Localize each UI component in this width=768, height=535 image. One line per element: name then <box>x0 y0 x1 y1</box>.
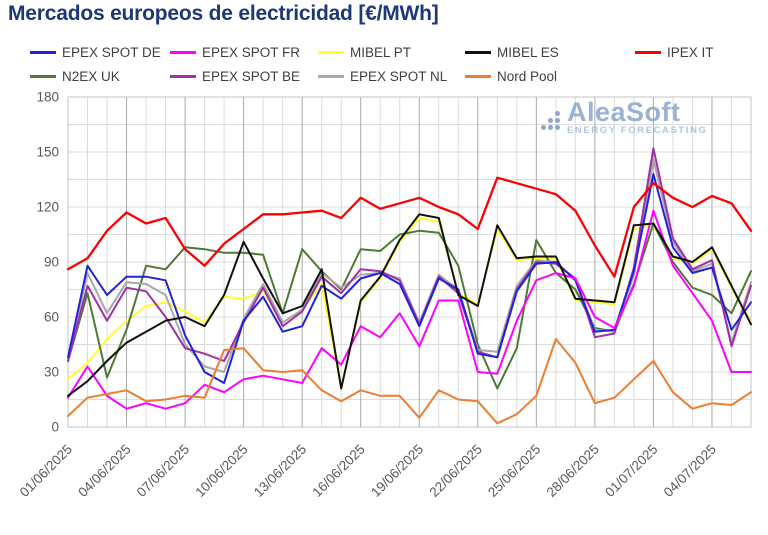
aleasoft-logo: AleaSoft ENERGY FORECASTING <box>541 99 708 136</box>
legend-swatch <box>30 50 56 54</box>
series-line-mibel-pt <box>67 217 752 390</box>
x-axis-tick-label: 25/06/2025 <box>485 442 543 500</box>
series-line-epex-spot-nl <box>67 158 752 373</box>
legend-swatch <box>635 50 661 54</box>
legend-item-n2ex-uk: N2EX UK <box>30 68 120 84</box>
series-line-ipex-it <box>66 176 753 278</box>
x-axis-tick-label: 16/06/2025 <box>309 442 367 500</box>
legend-label: EPEX SPOT BE <box>202 68 301 84</box>
legend-label: MIBEL PT <box>350 44 412 60</box>
y-axis-tick-label: 120 <box>36 200 59 215</box>
x-axis-tick-label: 28/06/2025 <box>544 442 602 500</box>
x-axis-tick-label: 19/06/2025 <box>368 442 426 500</box>
y-axis-tick-label: 90 <box>44 255 59 270</box>
legend-swatch <box>465 74 491 78</box>
x-axis-tick-label: 01/07/2025 <box>602 442 660 500</box>
legend-label: IPEX IT <box>667 44 714 60</box>
series-line-epex-spot-fr <box>67 209 752 410</box>
legend-label: N2EX UK <box>62 68 120 84</box>
legend-label: Nord Pool <box>497 68 558 84</box>
series-line-epex-spot-de <box>67 173 752 384</box>
x-axis-tick-label: 04/06/2025 <box>75 442 133 500</box>
legend-swatch <box>170 50 196 54</box>
chart-legend: EPEX SPOT DE EPEX SPOT FR MIBEL PT MIBEL ES… <box>0 0 768 90</box>
legend-label: EPEX SPOT DE <box>62 44 161 60</box>
y-axis-tick-label: 0 <box>51 420 59 435</box>
legend-swatch <box>30 74 56 78</box>
chart-title: Mercados europeos de electricidad [€/MWh… <box>8 2 439 25</box>
y-axis-tick-label: 180 <box>36 90 59 105</box>
aleasoft-dots-icon <box>541 109 562 130</box>
legend-label: MIBEL ES <box>497 44 559 60</box>
series-line-nord-pool <box>67 338 752 425</box>
legend-item-mibel-pt: MIBEL PT <box>318 44 411 60</box>
x-axis-tick-label: 04/07/2025 <box>661 442 719 500</box>
aleasoft-logo-subtitle: ENERGY FORECASTING <box>567 125 708 136</box>
x-axis-tick-label: 13/06/2025 <box>251 442 309 500</box>
aleasoft-logo-text: AleaSoft <box>567 97 681 127</box>
legend-item-epex-spot-nl: EPEX SPOT NL <box>318 68 447 84</box>
plot-border <box>67 96 752 428</box>
legend-item-ipex-it: IPEX IT <box>635 44 714 60</box>
x-axis-tick-label: 22/06/2025 <box>427 442 485 500</box>
legend-item-nord-pool: Nord Pool <box>465 68 557 84</box>
y-axis-tick-label: 60 <box>44 310 59 325</box>
x-axis-tick-label: 07/06/2025 <box>134 442 192 500</box>
legend-label: EPEX SPOT FR <box>202 44 301 60</box>
legend-swatch <box>465 50 491 54</box>
legend-swatch <box>318 74 344 78</box>
legend-swatch <box>318 50 344 54</box>
series-line-mibel-es <box>67 213 752 397</box>
legend-item-mibel-es: MIBEL ES <box>465 44 559 60</box>
series-line-epex-spot-be <box>67 147 752 362</box>
x-axis-tick-label: 10/06/2025 <box>192 442 250 500</box>
y-axis-tick-label: 30 <box>44 365 59 380</box>
legend-item-epex-spot-be: EPEX SPOT BE <box>170 68 300 84</box>
y-axis-tick-label: 150 <box>36 145 59 160</box>
x-axis-tick-label: 01/06/2025 <box>17 442 75 500</box>
legend-item-epex-spot-fr: EPEX SPOT FR <box>170 44 300 60</box>
legend-label: EPEX SPOT NL <box>350 68 448 84</box>
legend-swatch <box>170 74 196 78</box>
legend-item-epex-spot-de: EPEX SPOT DE <box>30 44 161 60</box>
